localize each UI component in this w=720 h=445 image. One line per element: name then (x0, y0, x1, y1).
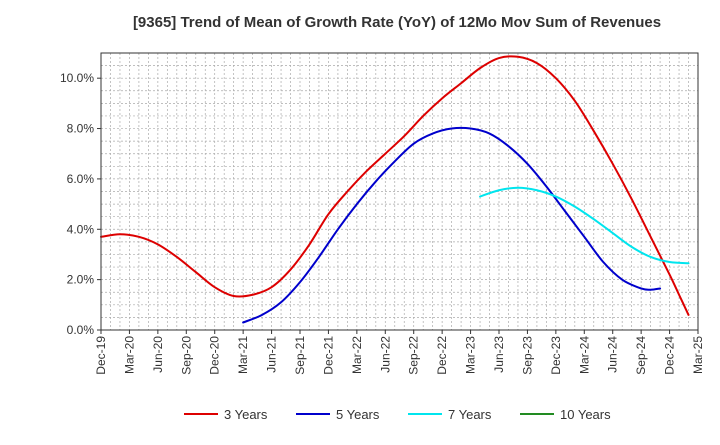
x-tick-label: Jun-24 (606, 336, 620, 373)
x-tick-label: Jun-22 (378, 336, 392, 373)
x-tick-label: Dec-22 (435, 336, 449, 375)
series-line-7-years (479, 186, 690, 265)
series-lines (100, 55, 690, 324)
x-tick-label: Dec-23 (549, 336, 563, 375)
x-tick-label: Sep-23 (520, 336, 534, 375)
x-tick-label: Mar-23 (464, 336, 478, 374)
x-tick-label: Dec-21 (321, 336, 335, 375)
axes (100, 52, 699, 331)
y-tick-label: 6.0% (67, 172, 95, 186)
legend: 3 Years 5 Years 7 Years 10 Years (184, 407, 611, 422)
x-tick-label: Jun-20 (151, 336, 165, 373)
x-tick-label: Mar-21 (236, 336, 250, 374)
y-tick-label: 0.0% (67, 323, 95, 337)
x-tick-label: Sep-21 (293, 336, 307, 375)
y-tick-label: 8.0% (67, 122, 95, 136)
y-axis-ticks: 0.0% 2.0% 4.0% 6.0% 8.0% 10.0% (60, 71, 101, 337)
y-tick-label: 10.0% (60, 71, 94, 85)
x-tick-label: Jun-21 (265, 336, 279, 373)
y-tick-label: 2.0% (67, 273, 95, 287)
x-tick-label: Jun-23 (492, 336, 506, 373)
x-tick-label: Mar-20 (122, 336, 136, 374)
x-tick-label: Dec-24 (663, 336, 677, 375)
x-tick-label: Sep-22 (407, 336, 421, 375)
x-tick-label: Mar-24 (577, 336, 591, 374)
legend-label-3-years: 3 Years (224, 407, 268, 422)
series-line-5-years (242, 126, 662, 324)
legend-label-10-years: 10 Years (560, 407, 611, 422)
x-tick-label: Dec-19 (94, 336, 108, 375)
x-axis-ticks: Dec-19 Mar-20 Jun-20 Sep-20 Dec-20 Mar-21 Jun-… (94, 330, 705, 375)
legend-label-5-years: 5 Years (336, 407, 380, 422)
x-tick-label: Mar-25 (691, 336, 705, 374)
plot-border (100, 52, 699, 331)
x-tick-label: Dec-20 (208, 336, 222, 375)
legend-label-7-years: 7 Years (448, 407, 492, 422)
x-tick-label: Sep-20 (179, 336, 193, 375)
y-tick-label: 4.0% (67, 222, 95, 236)
x-tick-label: Mar-22 (350, 336, 364, 374)
series-line-3-years (100, 55, 690, 316)
chart-title: [9365] Trend of Mean of Growth Rate (YoY… (133, 14, 661, 31)
x-tick-label: Sep-24 (634, 336, 648, 375)
